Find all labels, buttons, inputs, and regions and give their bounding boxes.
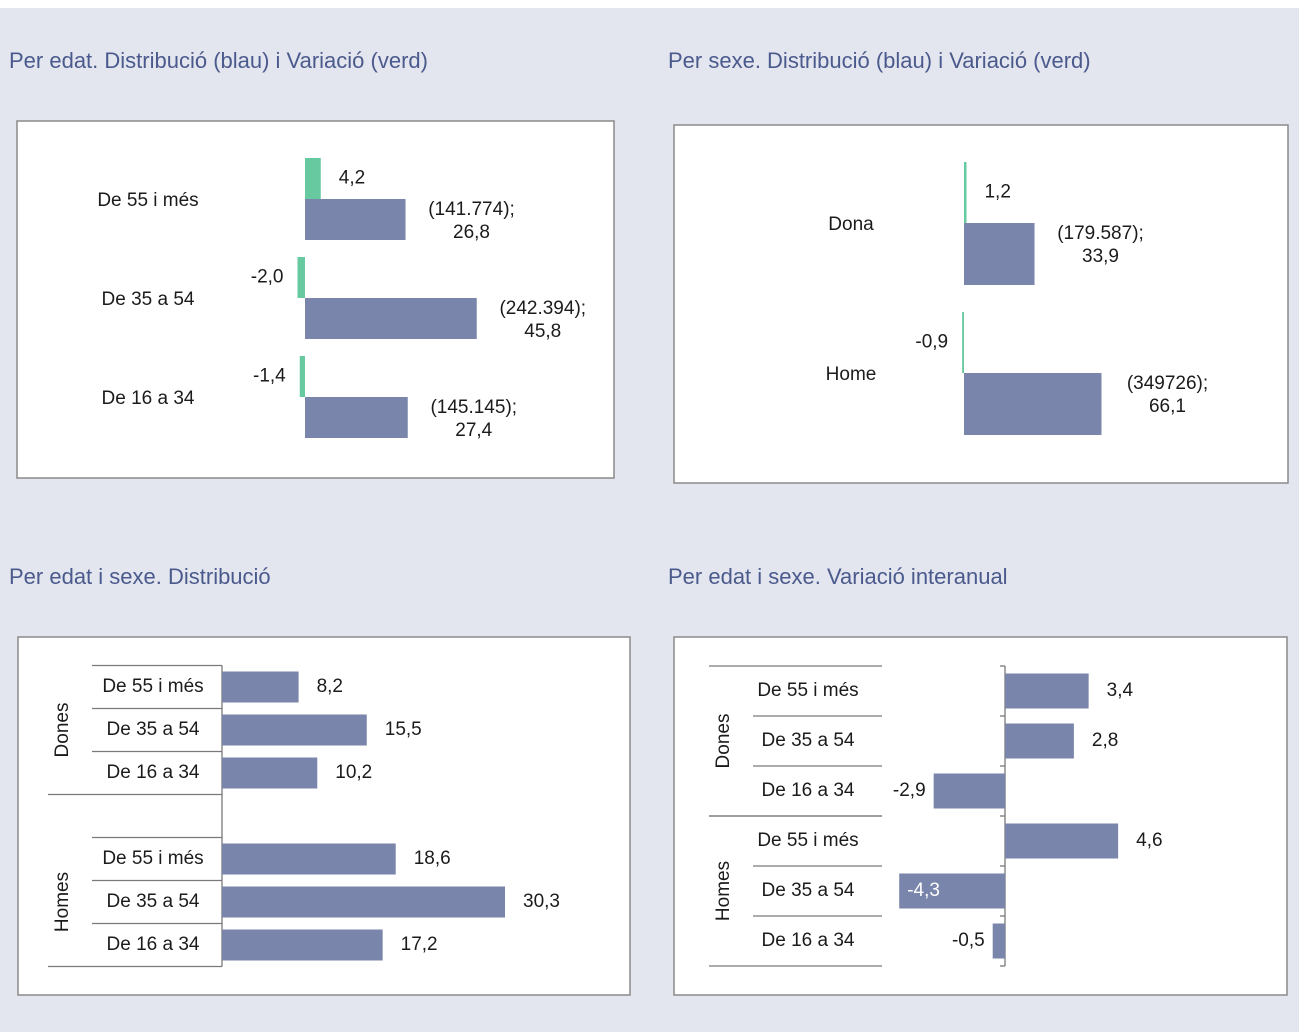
value-label: 26,8 bbox=[453, 222, 490, 243]
bar bbox=[222, 929, 383, 961]
value-label: -0,5 bbox=[952, 930, 985, 951]
bar bbox=[962, 312, 964, 373]
value-label: -2,0 bbox=[251, 267, 284, 288]
value-label: 30,3 bbox=[523, 891, 560, 912]
bar bbox=[222, 886, 506, 918]
chart-title: Per edat i sexe. Distribució bbox=[9, 564, 271, 589]
category-label: De 16 a 34 bbox=[107, 762, 200, 783]
bar bbox=[305, 397, 408, 438]
value-label: 45,8 bbox=[524, 321, 561, 342]
bar bbox=[1005, 723, 1074, 759]
value-label: (242.394); bbox=[499, 298, 586, 319]
panel bbox=[17, 636, 631, 996]
value-label: 8,2 bbox=[317, 676, 343, 697]
category-label: De 16 a 34 bbox=[762, 930, 855, 951]
category-label: De 35 a 54 bbox=[107, 719, 200, 740]
value-label: (145.145); bbox=[430, 397, 517, 418]
value-label: 3,4 bbox=[1107, 680, 1134, 701]
bar bbox=[933, 773, 1005, 809]
category-label: De 35 a 54 bbox=[762, 730, 855, 751]
group-label: Dones bbox=[52, 703, 73, 758]
bar bbox=[305, 158, 321, 199]
category-label: De 16 a 34 bbox=[102, 388, 195, 409]
value-label: 1,2 bbox=[984, 182, 1010, 203]
value-label: 4,6 bbox=[1136, 830, 1162, 851]
chart-title: Per sexe. Distribució (blau) i Variació … bbox=[668, 48, 1091, 73]
category-label: De 35 a 54 bbox=[762, 880, 855, 901]
value-label: 17,2 bbox=[401, 934, 438, 955]
value-label: (349726); bbox=[1127, 373, 1208, 394]
bar bbox=[964, 223, 1035, 285]
value-label: -1,4 bbox=[253, 366, 286, 387]
category-label: De 35 a 54 bbox=[107, 891, 200, 912]
value-label: 66,1 bbox=[1149, 396, 1186, 417]
value-label: (141.774); bbox=[428, 199, 515, 220]
bar bbox=[222, 671, 299, 703]
value-label: -2,9 bbox=[893, 780, 926, 801]
category-label: Dona bbox=[828, 214, 874, 235]
category-label: De 55 i més bbox=[97, 190, 198, 211]
bar bbox=[964, 373, 1102, 435]
value-label: -4,3 bbox=[907, 880, 940, 901]
category-label: Home bbox=[826, 364, 877, 385]
bar bbox=[992, 923, 1005, 959]
bar bbox=[964, 162, 967, 223]
value-label: 2,8 bbox=[1092, 730, 1118, 751]
chart-title: Per edat i sexe. Variació interanual bbox=[668, 564, 1008, 589]
value-label: 27,4 bbox=[455, 420, 492, 441]
bar bbox=[1005, 823, 1119, 859]
value-label: 33,9 bbox=[1082, 246, 1119, 267]
group-label: Homes bbox=[713, 861, 734, 921]
value-label: -0,9 bbox=[915, 332, 948, 353]
bar bbox=[299, 356, 305, 397]
category-label: De 55 i més bbox=[757, 830, 858, 851]
bar bbox=[222, 843, 396, 875]
group-label: Homes bbox=[52, 872, 73, 932]
value-label: (179.587); bbox=[1057, 223, 1144, 244]
value-label: 15,5 bbox=[385, 719, 422, 740]
category-label: De 55 i més bbox=[102, 848, 203, 869]
bar bbox=[305, 298, 477, 339]
category-label: De 55 i més bbox=[757, 680, 858, 701]
bar bbox=[222, 757, 318, 789]
chart-title: Per edat. Distribució (blau) i Variació … bbox=[9, 48, 428, 73]
bar bbox=[222, 714, 367, 746]
bar bbox=[305, 199, 406, 240]
category-label: De 16 a 34 bbox=[107, 934, 200, 955]
group-label: Dones bbox=[713, 714, 734, 769]
category-label: De 16 a 34 bbox=[762, 780, 855, 801]
value-label: 4,2 bbox=[339, 168, 365, 189]
value-label: 18,6 bbox=[414, 848, 451, 869]
bar bbox=[899, 873, 1005, 909]
top-strip bbox=[0, 0, 1299, 8]
value-label: 10,2 bbox=[335, 762, 372, 783]
category-label: De 35 a 54 bbox=[102, 289, 195, 310]
bar bbox=[297, 257, 305, 298]
bar bbox=[1005, 673, 1089, 709]
category-label: De 55 i més bbox=[102, 676, 203, 697]
